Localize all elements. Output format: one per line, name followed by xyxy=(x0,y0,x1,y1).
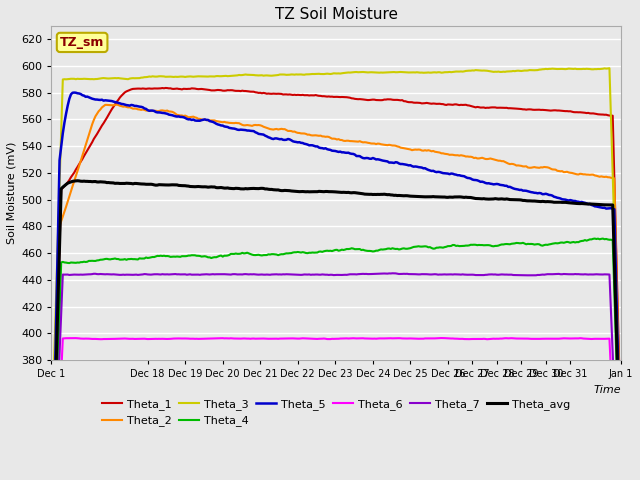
Theta_3 xyxy=(605,65,613,71)
Text: TZ_sm: TZ_sm xyxy=(60,36,104,49)
Theta_3 xyxy=(384,70,392,75)
Theta_avg xyxy=(353,190,360,196)
Theta_4 xyxy=(351,246,359,252)
Theta_1 xyxy=(385,96,393,102)
Theta_6 xyxy=(385,336,393,341)
Line: Theta_4: Theta_4 xyxy=(51,239,621,480)
Theta_7 xyxy=(351,271,359,277)
Theta_4 xyxy=(611,289,618,295)
Theta_6 xyxy=(201,336,209,341)
Theta_6 xyxy=(353,336,360,341)
Theta_1 xyxy=(353,96,360,102)
Theta_1 xyxy=(617,427,625,432)
Theta_avg xyxy=(385,192,393,197)
Theta_6 xyxy=(70,335,78,341)
Theta_7 xyxy=(594,272,602,277)
Theta_7 xyxy=(310,272,318,277)
Theta_1 xyxy=(312,92,319,98)
Y-axis label: Soil Moisture (mV): Soil Moisture (mV) xyxy=(7,142,17,244)
Theta_6 xyxy=(594,336,602,342)
Legend: Theta_1, Theta_2, Theta_3, Theta_4, Theta_5, Theta_6, Theta_7, Theta_avg: Theta_1, Theta_2, Theta_3, Theta_4, Thet… xyxy=(102,399,570,426)
Theta_4 xyxy=(594,236,602,241)
Theta_3 xyxy=(351,69,359,75)
Theta_5 xyxy=(611,206,618,212)
Theta_avg xyxy=(594,202,602,207)
Theta_7 xyxy=(199,272,207,277)
Title: TZ Soil Moisture: TZ Soil Moisture xyxy=(275,7,397,22)
Theta_6 xyxy=(312,336,319,342)
Theta_avg xyxy=(201,184,209,190)
Theta_3 xyxy=(593,66,600,72)
Theta_2 xyxy=(385,142,393,148)
Line: Theta_7: Theta_7 xyxy=(51,273,621,480)
Theta_3 xyxy=(611,225,618,231)
Line: Theta_6: Theta_6 xyxy=(51,338,621,480)
Theta_1 xyxy=(201,86,209,92)
Theta_2 xyxy=(617,452,625,457)
Theta_3 xyxy=(310,71,318,77)
Theta_2 xyxy=(113,102,120,108)
Theta_4 xyxy=(310,250,318,255)
Theta_2 xyxy=(201,117,209,122)
Theta_3 xyxy=(47,444,55,450)
Theta_7 xyxy=(384,271,392,276)
Theta_5 xyxy=(312,144,319,149)
Theta_1 xyxy=(611,176,618,181)
Text: Time: Time xyxy=(593,385,621,395)
Theta_1 xyxy=(594,111,602,117)
Line: Theta_5: Theta_5 xyxy=(51,93,621,480)
Theta_avg xyxy=(611,257,618,263)
Line: Theta_1: Theta_1 xyxy=(51,88,621,480)
Theta_1 xyxy=(162,85,170,91)
Theta_2 xyxy=(312,132,319,138)
Line: Theta_3: Theta_3 xyxy=(51,68,621,447)
Theta_2 xyxy=(594,173,602,179)
Theta_4 xyxy=(384,246,392,252)
Theta_4 xyxy=(591,236,598,241)
Theta_5 xyxy=(617,470,625,476)
Theta_6 xyxy=(611,442,618,447)
Theta_3 xyxy=(617,438,625,444)
Theta_5 xyxy=(594,204,602,210)
Theta_5 xyxy=(385,160,393,166)
Theta_7 xyxy=(388,270,396,276)
Theta_avg xyxy=(617,479,625,480)
Line: Theta_avg: Theta_avg xyxy=(51,181,621,480)
Line: Theta_2: Theta_2 xyxy=(51,105,621,480)
Theta_5 xyxy=(353,153,360,159)
Theta_3 xyxy=(199,73,207,79)
Theta_5 xyxy=(70,90,78,96)
Theta_4 xyxy=(199,253,207,259)
Theta_2 xyxy=(353,139,360,144)
Theta_avg xyxy=(312,189,319,194)
Theta_5 xyxy=(201,117,209,122)
Theta_2 xyxy=(611,176,618,181)
Theta_7 xyxy=(611,390,618,396)
Theta_avg xyxy=(74,178,81,184)
